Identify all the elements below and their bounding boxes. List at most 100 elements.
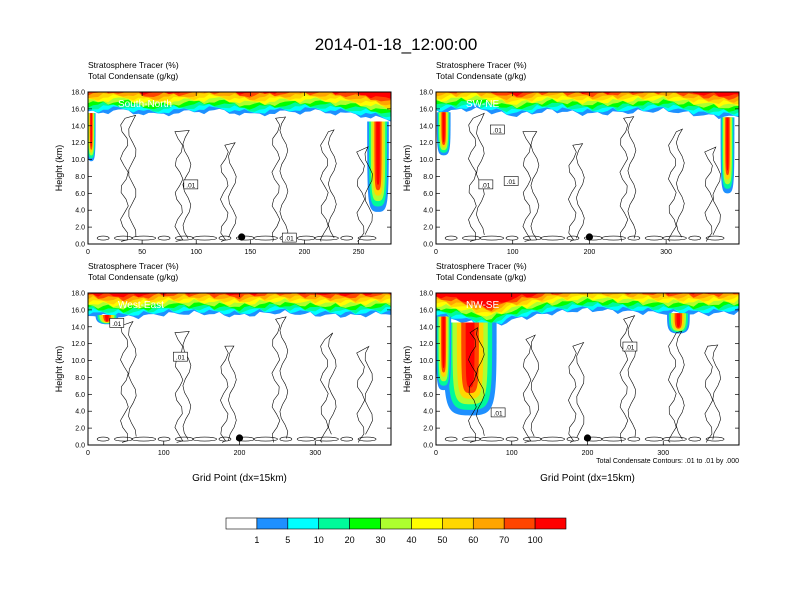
panel-title-line1: Stratosphere Tracer (%) [436, 60, 527, 70]
boundary-cloud-7 [566, 235, 580, 241]
condensate-contour-3 [568, 143, 585, 242]
colorbar-swatch-0 [225, 517, 258, 530]
panel-label: NW-SE [466, 300, 499, 311]
boundary-cloud-9 [601, 235, 626, 241]
y-tick-label: 10.0 [419, 358, 433, 365]
boundary-cloud-14 [357, 436, 377, 442]
x-tick-label: 0 [434, 249, 438, 256]
tracer-field [436, 92, 739, 120]
y-tick-label: 6.0 [75, 392, 85, 399]
y-tick-label: 12.0 [419, 341, 433, 348]
y-tick-label: 4.0 [423, 409, 433, 416]
contour-label-text: .01 [507, 179, 516, 186]
x-axis: 0 100 200 300 [86, 293, 321, 457]
y-tick-label: 2.0 [75, 225, 85, 232]
colorbar-label-60: 60 [468, 535, 478, 545]
y-tick-label: 0.0 [75, 443, 85, 450]
boundary-cloud-1 [96, 436, 110, 442]
contour-label-text: .01 [176, 355, 185, 362]
y-tick-label: 12.0 [71, 341, 85, 348]
intrusion-layer-6 [90, 113, 92, 147]
x-tick-label: 100 [507, 249, 519, 256]
boundary-cloud-4 [157, 235, 171, 241]
boundary-cloud-4 [505, 235, 519, 241]
boundary-cloud-11 [644, 436, 664, 442]
boundary-cloud-12 [314, 235, 339, 241]
condensate-contours [96, 316, 377, 443]
colorbar-label-30: 30 [376, 535, 386, 545]
boundary-cloud-6 [192, 235, 217, 241]
boundary-cloud-7 [218, 436, 232, 442]
y-tick-label: 18.0 [419, 291, 433, 298]
boundary-cloud-5 [523, 436, 542, 442]
y-tick-label: 10.0 [71, 157, 85, 164]
boundary-cloud-8 [583, 235, 603, 241]
boundary-cloud-2 [462, 235, 481, 241]
condensate-contour-3 [568, 341, 585, 443]
contour-label-box [183, 179, 199, 190]
tracer-field [88, 293, 391, 320]
x-tick-label: 150 [244, 249, 256, 256]
boundary-cloud-6 [540, 235, 565, 241]
boundary-cloud-3 [131, 436, 157, 442]
colorbar-swatch-9 [503, 517, 536, 530]
condensate-contour-5 [320, 129, 337, 242]
condensate-contour-4 [619, 116, 637, 242]
tracer-band-8 [88, 92, 391, 106]
y-tick-label: 6.0 [75, 191, 85, 198]
y-axis-label: Height (km) [402, 346, 412, 393]
boundary-cloud-11 [296, 235, 316, 241]
boundary-cloud-7 [218, 235, 232, 241]
plot-area: .01 .01 [88, 92, 391, 244]
contour-label-box [490, 407, 506, 418]
boundary-cloud-1 [444, 436, 458, 442]
boundary-cloud-5 [523, 235, 542, 241]
boundary-cloud-7 [566, 436, 580, 442]
y-tick-label: 10.0 [419, 157, 433, 164]
y-tick-label: 16.0 [419, 307, 433, 314]
panel-title-line2: Total Condensate (g/kg) [436, 272, 526, 282]
y-tick-label: 8.0 [423, 174, 433, 181]
condensate-contour-6 [704, 344, 721, 443]
contour-label-text: .01 [481, 182, 490, 189]
tracer-intrusion-1 [720, 117, 735, 194]
y-tick-label: 14.0 [419, 123, 433, 130]
plot-background [88, 92, 391, 244]
panel-2: .01 .01 .01 0.0 2.0 4.0 6.0 8.0 10.0 12.0 14.0 16.0… [402, 60, 740, 256]
x-tick-label: 100 [506, 450, 518, 457]
footer-note: Total Condensate Contours: .01 to .01 by… [596, 458, 739, 465]
contour-label-box [490, 124, 505, 135]
x-axis-label: Grid Point (dx=15km) [540, 473, 635, 484]
condensate-contours [444, 315, 725, 443]
condensate-contour-5 [320, 332, 337, 443]
tracer-intrusion-2 [88, 113, 96, 162]
contour-label-2: .01 [490, 407, 506, 418]
contour-label-text: .01 [494, 410, 503, 417]
y-tick-label: 14.0 [71, 123, 85, 130]
panel-title-line2: Total Condensate (g/kg) [88, 272, 178, 282]
colorbar-label-1: 1 [254, 535, 259, 545]
boundary-cloud-6 [540, 436, 565, 442]
contour-label-3: .01 [503, 176, 519, 186]
tracer-band-8 [436, 92, 739, 103]
condensate-contour-2 [522, 131, 540, 242]
y-tick-label: 0.0 [423, 242, 433, 249]
boundary-cloud-2 [114, 235, 133, 241]
condensate-contour-2 [174, 331, 192, 443]
x-tick-label: 0 [434, 450, 438, 457]
y-axis: 0.0 2.0 4.0 6.0 8.0 10.0 12.0 14.0 16.0 18.0 [419, 291, 739, 450]
colorbar-swatch-7 [442, 517, 474, 530]
y-axis: 0.0 2.0 4.0 6.0 8.0 10.0 12.0 14.0 16.0 18.0 [419, 90, 739, 249]
tracer-intrusion-2 [436, 316, 452, 391]
contour-label-text: .01 [493, 128, 502, 135]
x-tick-label: 300 [657, 450, 669, 457]
y-tick-label: 14.0 [71, 324, 85, 331]
contour-label-box [503, 176, 519, 186]
panel-4: .01 .01 0.0 2.0 4.0 6.0 8.0 10.0 12.0 14.0 16.0 18.… [402, 261, 740, 484]
plot-frame [435, 91, 740, 245]
colorbar: 1 5 10 20 30 40 50 60 70 100 [225, 517, 567, 545]
boundary-cloud-3 [131, 235, 157, 241]
x-tick-label: 200 [584, 249, 596, 256]
y-tick-label: 4.0 [75, 208, 85, 215]
